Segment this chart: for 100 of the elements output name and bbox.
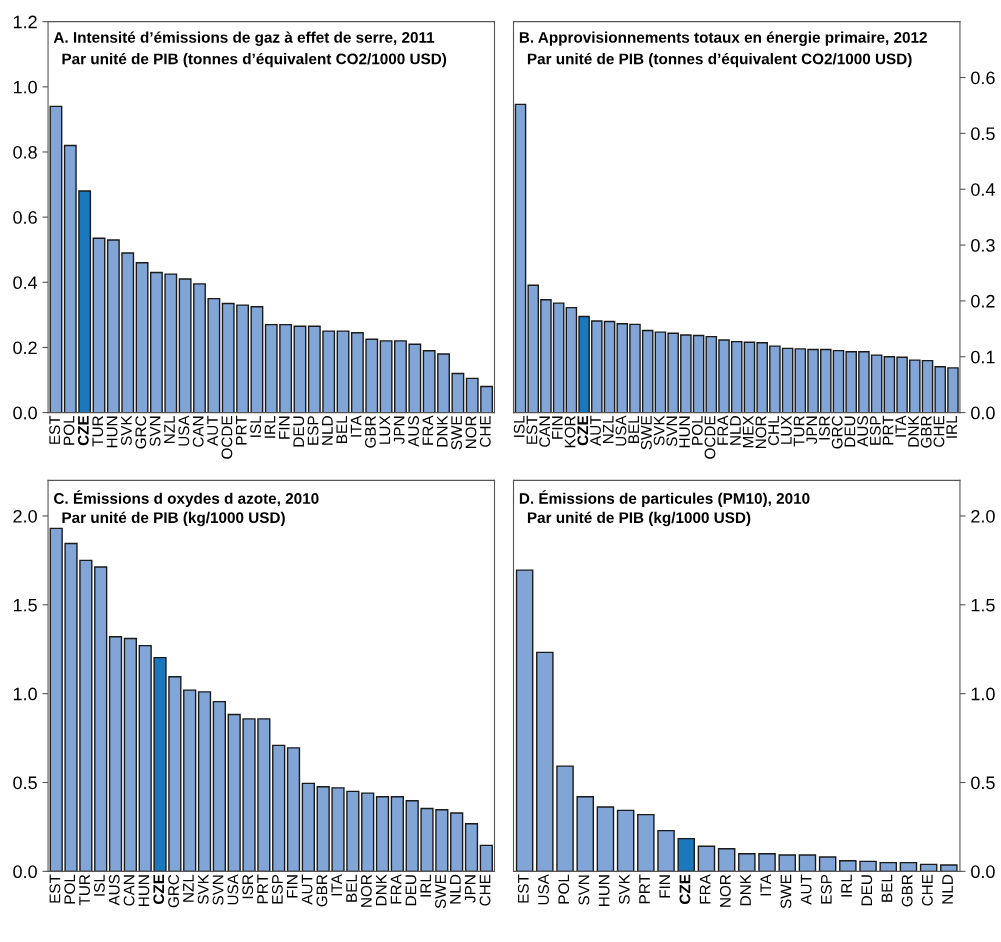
x-tick-label: ISL — [513, 415, 525, 437]
bar — [859, 860, 877, 872]
x-tick-label: SVN — [212, 875, 224, 905]
y-tick-label: 1.2 — [13, 15, 37, 29]
y-tick-label: 1.0 — [13, 80, 37, 94]
x-tick-label: HUN — [598, 875, 610, 906]
bar — [576, 796, 595, 872]
y-tick-label: 1.0 — [971, 687, 995, 701]
y-tick-label: 0.5 — [971, 127, 995, 141]
bar — [940, 864, 958, 872]
x-tick-label: GBR — [316, 874, 328, 907]
bar — [556, 765, 574, 872]
x-tick-label: FRA — [699, 874, 711, 904]
x-tick-label: CZE — [679, 874, 691, 905]
x-tick-label: ISL — [250, 415, 262, 437]
x-tick-label: HUN — [679, 416, 690, 448]
x-tick-label: USA — [178, 415, 190, 446]
x-tick-label: DEU — [844, 416, 856, 447]
y-tick-label: 0.1 — [971, 350, 995, 364]
x-tick-label: FIN — [286, 875, 298, 898]
bar — [390, 796, 404, 872]
bar — [738, 853, 756, 872]
x-tick-label: POL — [64, 874, 76, 904]
x-tick-label: DEU — [861, 875, 873, 906]
bar — [375, 796, 390, 872]
x-tick-label: NZL — [183, 874, 194, 902]
x-tick-label: EST — [517, 874, 529, 903]
x-tick-label: HUN — [138, 875, 150, 906]
x-tick-label: EST — [49, 415, 61, 444]
bar — [616, 809, 635, 872]
x-tick-label: CZE — [577, 415, 589, 446]
bar — [798, 854, 817, 872]
x-tick-label: ISR — [819, 416, 830, 440]
x-tick-label: GRC — [168, 874, 179, 908]
x-tick-label: AUS — [108, 874, 120, 906]
bar — [123, 637, 137, 872]
x-tick-label: AUS — [408, 416, 419, 447]
x-tick-label: SVK — [618, 874, 630, 905]
x-tick-label: LUX — [781, 415, 792, 444]
y-tick-label: 1.0 — [13, 687, 37, 701]
x-tick-label: USA — [615, 415, 627, 446]
bar — [94, 566, 108, 872]
bar — [818, 856, 837, 872]
bar — [272, 744, 286, 872]
x-tick-label: AUT — [301, 874, 313, 905]
x-tick-label: BEL — [881, 874, 893, 902]
y-tick-label: 1.5 — [13, 598, 37, 612]
x-tick-label: FRA — [390, 874, 402, 904]
bar — [879, 861, 898, 872]
x-tick-label: CZE — [77, 415, 89, 446]
x-tick-label: FRA — [422, 415, 434, 445]
text: C. Émissions d oxydes d azote, 2010 — [54, 490, 319, 507]
text: Par unité de PIB (kg/1000 USD) — [527, 511, 751, 527]
x-tick-label: NOR — [719, 874, 731, 907]
x-tick-label: FIN — [552, 416, 563, 439]
bar — [697, 845, 716, 872]
x-tick-label: GBR — [365, 416, 376, 448]
y-tick-label: 0.0 — [13, 865, 37, 879]
x-tick-label: AUT — [590, 415, 601, 446]
bar — [286, 747, 301, 872]
x-tick-label: POL — [63, 415, 75, 445]
bar — [361, 792, 375, 872]
bar — [778, 854, 797, 872]
x-tick-label: USA — [227, 874, 239, 905]
x-tick-label: GBR — [920, 416, 932, 448]
y-tick-label: 0.0 — [971, 865, 995, 879]
x-tick-label: SVN — [578, 875, 590, 905]
x-tick-label: OCDE — [221, 416, 233, 459]
x-tick-label: ESP — [869, 416, 881, 445]
x-tick-label: ISL — [93, 874, 105, 896]
y-tick-label: 0.2 — [971, 294, 995, 308]
x-tick-label: SWE — [451, 416, 462, 450]
x-tick-label: NZL — [164, 415, 175, 443]
x-tick-label: AUT — [800, 874, 812, 905]
x-tick-label: CHE — [921, 874, 933, 906]
x-tick-label: TUR — [79, 874, 90, 906]
x-tick-label: ITA — [895, 415, 907, 437]
x-tick-label: CAN — [539, 416, 551, 447]
y-tick-label: 0.4 — [971, 183, 995, 196]
x-tick-label: SVN — [149, 416, 161, 447]
x-tick-label: HUN — [106, 416, 118, 448]
bar — [464, 823, 479, 872]
y-tick-label: 0.0 — [13, 406, 37, 420]
bar — [657, 829, 675, 872]
x-tick-label: ITA — [350, 415, 362, 437]
y-tick-label: 0.5 — [13, 776, 37, 790]
x-tick-label: SVK — [121, 415, 132, 446]
bar — [197, 691, 212, 872]
y-tick-label: 0.0 — [971, 406, 995, 420]
x-tick-label: NOR — [360, 874, 372, 907]
x-tick-label: FIN — [659, 875, 670, 898]
x-tick-label: ESP — [820, 874, 832, 904]
y-tick-label: 1.5 — [971, 598, 995, 612]
text: D. Émissions de particules (PM10), 2010 — [519, 490, 810, 507]
x-tick-label: BEL — [346, 874, 357, 902]
x-tick-label: SVK — [197, 874, 209, 905]
x-tick-label: DNK — [375, 874, 387, 906]
bar — [677, 837, 696, 872]
x-tick-label: IRL — [946, 415, 957, 438]
bar — [212, 700, 226, 872]
